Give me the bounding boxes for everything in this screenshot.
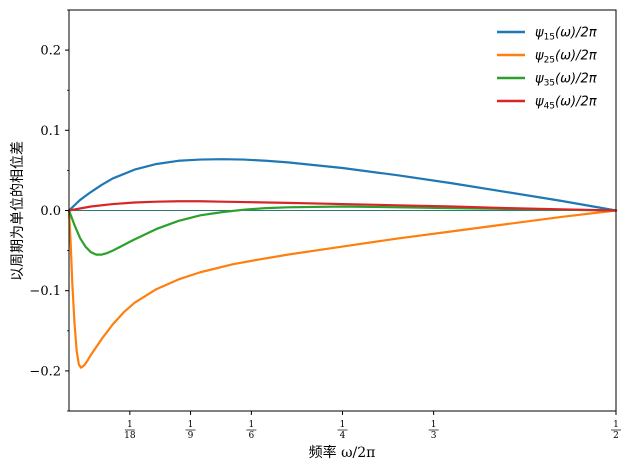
y-tick-label: 0.2	[40, 44, 61, 59]
y-tick-label: −0.1	[29, 284, 61, 299]
legend-label-4: ψ45(ω)/2π	[535, 95, 597, 112]
x-tick-denominator: 9	[188, 431, 194, 441]
series-line-1	[67, 158, 618, 212]
legend: ψ15(ω)/2π ψ25(ω)/2π ψ35(ω)/2π ψ45(ω)/2π	[497, 26, 597, 112]
x-tick-numerator: 1	[127, 420, 133, 430]
x-tick-denominator: 4	[340, 431, 346, 441]
y-axis-label: 以周期为单位的相位差	[10, 141, 26, 281]
x-tick-denominator: 18	[124, 431, 136, 441]
x-tick-numerator: 1	[188, 420, 194, 430]
series-line-3	[67, 205, 618, 256]
y-tick-label: −0.2	[29, 364, 61, 379]
x-tick-numerator: 1	[431, 420, 437, 430]
x-tick-numerator: 1	[613, 420, 619, 430]
x-tick-numerator: 1	[340, 420, 346, 430]
x-tick-numerator: 1	[249, 420, 255, 430]
x-tick-denominator: 2	[613, 431, 619, 441]
x-tick-denominator: 3	[431, 431, 437, 441]
legend-label-2: ψ25(ω)/2π	[535, 49, 597, 66]
plot-area	[67, 9, 618, 412]
y-tick-label: 0.0	[40, 204, 61, 219]
x-axis-label: 频率 ω/2π	[309, 444, 376, 461]
series-line-4	[67, 200, 618, 212]
legend-label-1: ψ15(ω)/2π	[535, 26, 597, 43]
x-tick-denominator: 6	[249, 431, 255, 441]
y-tick-label: 0.1	[40, 124, 61, 139]
y-axis-ticks: −0.2 −0.1 0.0 0.1 0.2	[29, 9, 69, 412]
series-line-2	[67, 209, 618, 369]
legend-label-3: ψ35(ω)/2π	[535, 72, 597, 89]
